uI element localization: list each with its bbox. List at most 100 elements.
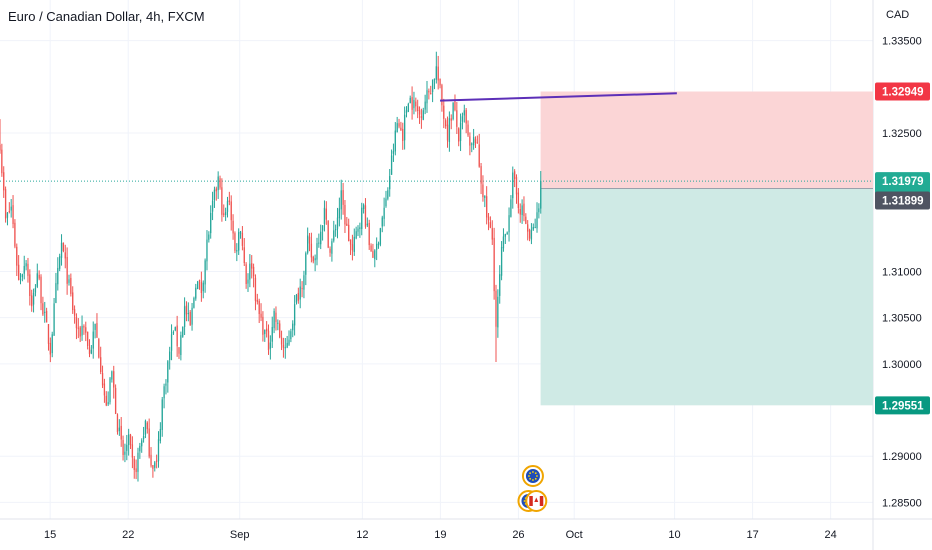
candle bbox=[25, 260, 27, 271]
candle-body bbox=[239, 231, 242, 234]
candle-body bbox=[193, 298, 195, 308]
candle-body bbox=[472, 137, 475, 146]
candle bbox=[383, 197, 385, 227]
candle bbox=[329, 246, 331, 257]
candle-body bbox=[170, 334, 173, 351]
candle bbox=[536, 202, 538, 233]
candle-body bbox=[331, 241, 333, 254]
candle bbox=[36, 263, 38, 289]
stop-loss-price-tag-bg bbox=[875, 82, 930, 101]
candle bbox=[411, 86, 413, 120]
candle bbox=[42, 296, 44, 316]
candle-body bbox=[469, 136, 471, 146]
candle bbox=[137, 447, 139, 482]
candle-body bbox=[321, 225, 324, 231]
symbol-title[interactable]: Euro / Canadian Dollar, 4h, FXCM bbox=[8, 9, 205, 24]
candle bbox=[19, 273, 22, 285]
candle-body bbox=[314, 258, 316, 261]
candle bbox=[152, 464, 154, 478]
time-tick-label: Oct bbox=[566, 529, 583, 541]
candle bbox=[286, 335, 288, 349]
candle bbox=[525, 213, 527, 225]
candle-body bbox=[515, 177, 518, 195]
candle-body bbox=[157, 439, 160, 462]
candle-body bbox=[92, 331, 94, 349]
candle bbox=[256, 293, 258, 305]
candle bbox=[344, 200, 346, 233]
candle-body bbox=[420, 116, 423, 118]
candle bbox=[379, 227, 382, 247]
candle bbox=[200, 271, 203, 302]
time-axis[interactable]: 15 22 Sep 12 19 26 Oct 10 17 24 bbox=[44, 529, 837, 541]
candle-body bbox=[120, 425, 122, 440]
candle-body bbox=[262, 316, 264, 335]
time-tick-label: 15 bbox=[44, 529, 56, 541]
take-profit-zone[interactable] bbox=[540, 188, 873, 406]
candle-body bbox=[458, 128, 460, 142]
horizontal-trend-line[interactable] bbox=[440, 92, 677, 102]
candle bbox=[1, 143, 3, 177]
candle-body bbox=[471, 143, 473, 145]
candle-body bbox=[265, 328, 268, 332]
trend-line[interactable] bbox=[440, 92, 677, 102]
candle bbox=[342, 182, 344, 215]
candle-body bbox=[219, 178, 221, 188]
candle bbox=[493, 227, 495, 300]
candle bbox=[53, 298, 55, 336]
candle bbox=[193, 296, 195, 309]
candle-body bbox=[279, 323, 281, 338]
candle-body bbox=[10, 206, 12, 211]
candle-body bbox=[247, 279, 249, 284]
price-axis[interactable]: 1.33500 1.32500 1.31000 1.30500 1.30000 1.290… bbox=[875, 36, 930, 510]
candle bbox=[491, 220, 493, 245]
eu-flag-icon[interactable] bbox=[521, 465, 544, 487]
candle-body bbox=[241, 233, 244, 246]
candle-body bbox=[226, 201, 229, 212]
candle-body bbox=[523, 203, 525, 217]
candle bbox=[8, 202, 10, 214]
candle bbox=[4, 186, 7, 223]
candle-body bbox=[486, 196, 488, 218]
canada-flag-icon[interactable] bbox=[525, 490, 548, 512]
candle bbox=[472, 128, 475, 150]
candle bbox=[100, 346, 102, 375]
candle bbox=[435, 51, 437, 84]
time-tick-label: 26 bbox=[512, 529, 524, 541]
candle bbox=[167, 360, 169, 393]
candle bbox=[128, 428, 130, 456]
candle bbox=[49, 337, 51, 363]
candle-body bbox=[374, 250, 376, 260]
stop-loss-zone[interactable] bbox=[540, 91, 873, 189]
candle-body bbox=[249, 263, 251, 280]
candle bbox=[109, 376, 111, 405]
candle-body bbox=[83, 326, 85, 328]
candle-body bbox=[183, 306, 186, 327]
candle-body bbox=[228, 200, 231, 202]
candle bbox=[239, 230, 242, 239]
candle-body bbox=[167, 361, 169, 383]
candle-body bbox=[32, 292, 35, 305]
candle bbox=[189, 310, 191, 326]
candle-body bbox=[172, 332, 175, 334]
candle-body bbox=[19, 278, 22, 280]
candle-body bbox=[116, 414, 119, 433]
candle-body bbox=[303, 275, 305, 290]
ca-maple-leaf bbox=[534, 497, 539, 502]
candle-body bbox=[499, 274, 501, 296]
candle-body bbox=[491, 228, 493, 240]
candle-body bbox=[224, 211, 227, 215]
candle-body bbox=[8, 211, 10, 213]
candle bbox=[325, 201, 327, 225]
candle bbox=[476, 135, 479, 144]
candle-body bbox=[506, 232, 508, 235]
candle bbox=[73, 305, 76, 324]
candle bbox=[452, 102, 454, 121]
event-icons[interactable] bbox=[517, 465, 548, 512]
position-zones[interactable] bbox=[540, 91, 873, 406]
candle-body bbox=[60, 242, 63, 258]
candle-body bbox=[359, 227, 361, 229]
candle-body bbox=[366, 223, 368, 226]
candle bbox=[513, 169, 516, 188]
